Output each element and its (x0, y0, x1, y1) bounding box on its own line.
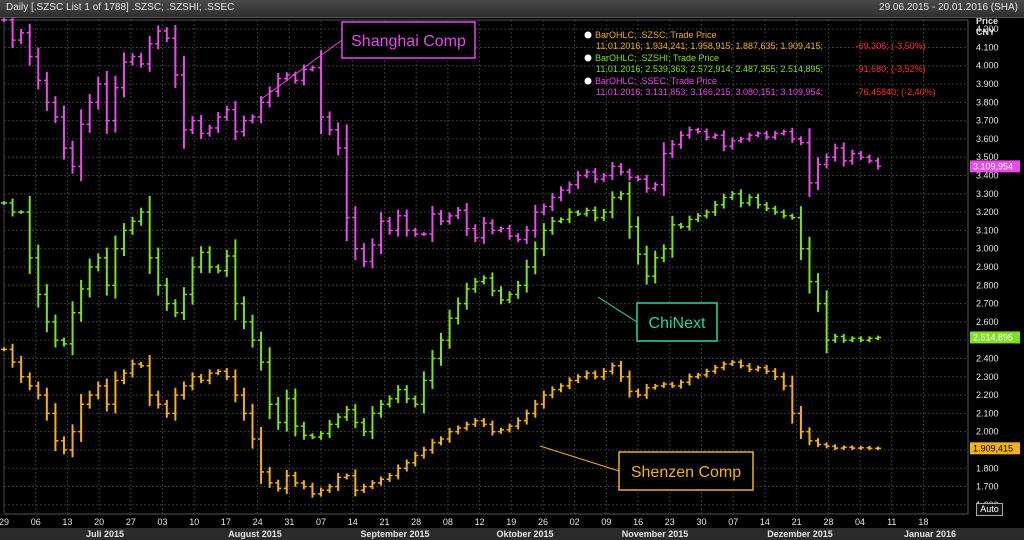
y-tick-label: 2.900 (976, 262, 999, 272)
y-tick-label: 1.700 (976, 482, 999, 492)
shanghai-annotation-box (341, 21, 476, 59)
shenzen-series (1, 343, 882, 498)
y-axis-title: Price (976, 18, 998, 26)
x-month-label: August 2015 (228, 529, 282, 539)
x-tick-label: 08 (443, 517, 453, 527)
x-tick-label: 10 (189, 517, 199, 527)
shanghai-last-value-label: 3.109,954 (973, 161, 1013, 171)
x-tick-label: 29 (0, 517, 9, 527)
auto-scale-button[interactable]: Auto (976, 503, 1003, 516)
legend-entry-change: -69,306; (-3,50%) (856, 41, 926, 51)
shanghai-series (1, 18, 882, 269)
y-tick-label: 4.200 (976, 24, 999, 34)
y-tick-label: 2.100 (976, 408, 999, 418)
y-tick-label: 3.100 (976, 225, 999, 235)
chinext-annotation-label: ChiNext (649, 315, 706, 332)
x-tick-label: 13 (62, 517, 72, 527)
x-month-label: Dezember 2015 (767, 529, 833, 539)
y-tick-label: 2.400 (976, 353, 999, 363)
shenzen-last-value-tag (970, 442, 1020, 455)
y-axis-unit: CNY (976, 27, 995, 37)
y-tick-label: 3.900 (976, 79, 999, 89)
x-tick-label: 02 (570, 517, 580, 527)
legend-bullet-icon (584, 77, 592, 85)
x-tick-label: 16 (633, 517, 643, 527)
shenzen-annotation-leader (539, 445, 620, 472)
shanghai-last-value-tag (970, 160, 1020, 173)
y-tick-label: 4.000 (976, 61, 999, 71)
y-tick-label: 3.500 (976, 152, 999, 162)
y-tick-label: 3.200 (976, 207, 999, 217)
legend-entry-values: 11.01.2016; 2.539,363; 2.572,914; 2.487,… (596, 64, 823, 74)
x-month-label: Juli 2015 (86, 529, 124, 539)
y-tick-label: 2.300 (976, 372, 999, 382)
x-month-label: Januar 2016 (904, 529, 956, 539)
chart-title: Daily [.SZSC List 1 of 1788] .SZSC; .SZS… (6, 2, 235, 13)
x-tick-label: 24 (253, 517, 263, 527)
legend-entry-title: BarOHLC; .SZSHI; Trade Price (595, 53, 719, 63)
legend-entry-change: -91,680; (-3,52%) (856, 64, 926, 74)
x-tick-label: 11 (887, 517, 896, 527)
x-tick-label: 26 (538, 517, 548, 527)
x-tick-label: 07 (316, 517, 326, 527)
y-tick-label: 4.100 (976, 42, 999, 52)
legend-bullet-icon (584, 54, 592, 62)
x-tick-label: 31 (284, 517, 294, 527)
x-tick-label: 14 (348, 517, 358, 527)
x-tick-label: 18 (918, 517, 928, 527)
x-tick-label: 20 (94, 517, 104, 527)
x-tick-label: 12 (475, 517, 485, 527)
y-tick-label: 3.400 (976, 171, 999, 181)
x-tick-label: 30 (696, 517, 706, 527)
date-range: 29.06.2015 - 20.01.2016 (SHA) (879, 2, 1018, 13)
y-tick-label: 1.800 (976, 463, 999, 473)
chinext-last-value-label: 2.514,895 (973, 332, 1013, 342)
x-month-label: September 2015 (360, 529, 429, 539)
y-tick-label: 2.800 (976, 280, 999, 290)
x-tick-label: 21 (379, 517, 389, 527)
x-month-label: Oktober 2015 (496, 529, 553, 539)
chinext-last-value-tag (970, 331, 1020, 344)
x-tick-label: 28 (823, 517, 833, 527)
x-tick-label: 14 (760, 517, 770, 527)
x-tick-label: 28 (411, 517, 421, 527)
legend-entry-values: 11.01.2016; 1.934,241; 1.958,915; 1.887,… (596, 41, 823, 51)
shanghai-annotation-leader (259, 39, 343, 101)
x-tick-label: 09 (601, 517, 611, 527)
y-tick-label: 3.300 (976, 189, 999, 199)
x-tick-label: 07 (728, 517, 738, 527)
y-tick-label: 2.000 (976, 427, 999, 437)
x-tick-label: 23 (665, 517, 675, 527)
y-tick-label: 3.800 (976, 97, 999, 107)
x-tick-label: 17 (221, 517, 231, 527)
price-chart[interactable]: 4.200 4.100 4.000 3.900 3.800 3.700 3.600 3.500… (0, 18, 1024, 540)
shenzen-last-value-label: 1.909,415 (973, 443, 1013, 453)
chinext-annotation-leader (597, 296, 638, 323)
x-tick-label: 19 (506, 517, 516, 527)
y-tick-label: 3.600 (976, 134, 999, 144)
x-tick-label: 03 (158, 517, 168, 527)
y-tick-label: 2.200 (976, 390, 999, 400)
y-tick-label: 2.600 (976, 317, 999, 327)
legend-bullet-icon (584, 31, 592, 39)
x-month-label: November 2015 (622, 529, 689, 539)
chinext-annotation-box (636, 302, 718, 342)
month-band (0, 528, 1024, 540)
legend-entry-change: -76,45840; (-2,40%) (856, 87, 936, 97)
shenzen-annotation-label: Shenzen Comp (631, 464, 741, 481)
x-tick-label: 27 (126, 517, 136, 527)
x-tick-label: 04 (855, 517, 865, 527)
x-tick-label: 06 (31, 517, 41, 527)
chart-title-bar: Daily [.SZSC List 1 of 1788] .SZSC; .SZS… (0, 0, 1024, 18)
chinext-series (1, 181, 882, 440)
legend-entry-values: 11.01.2016; 3.131,853; 3.166,215; 3.080,… (596, 87, 823, 97)
y-tick-label: 3.000 (976, 244, 999, 254)
legend-entry-title: BarOHLC; .SSEC; Trade Price (595, 76, 717, 86)
y-tick-label: 3.700 (976, 116, 999, 126)
x-tick-label: 21 (792, 517, 802, 527)
shenzen-annotation-box (618, 451, 754, 491)
shanghai-annotation-label: Shanghai Comp (351, 33, 466, 50)
y-tick-label: 2.700 (976, 299, 999, 309)
legend-entry-title: BarOHLC; .SZSC; Trade Price (595, 30, 717, 40)
